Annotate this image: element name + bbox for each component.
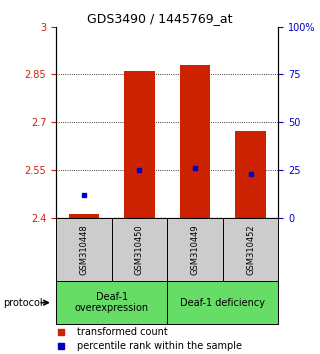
Bar [235,131,266,218]
Text: Deaf-1 deficiency: Deaf-1 deficiency [180,298,265,308]
Text: GSM310448: GSM310448 [79,224,88,275]
Bar [180,65,210,218]
Bar [167,218,223,281]
Bar [124,70,155,218]
Bar [223,218,278,281]
Bar [56,281,167,324]
Bar [167,281,278,324]
Bar [68,214,99,218]
Text: Deaf-1
overexpression: Deaf-1 overexpression [75,292,149,314]
Text: transformed count: transformed count [77,327,168,337]
Text: percentile rank within the sample: percentile rank within the sample [77,341,242,350]
Text: GDS3490 / 1445769_at: GDS3490 / 1445769_at [87,12,233,25]
Bar [112,218,167,281]
Text: GSM310449: GSM310449 [190,224,199,275]
Text: GSM310452: GSM310452 [246,224,255,275]
Text: GSM310450: GSM310450 [135,224,144,275]
Text: protocol: protocol [3,298,43,308]
Bar [56,218,112,281]
